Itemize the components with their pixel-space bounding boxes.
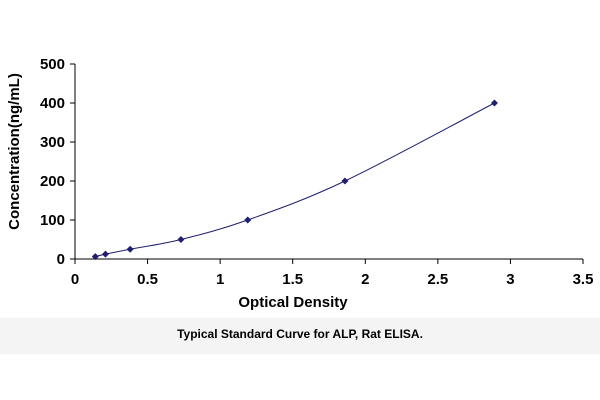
x-tick-label: 3 <box>506 271 514 288</box>
x-tick-label: 0.5 <box>137 271 158 288</box>
x-axis-title: Optical Density <box>238 294 348 311</box>
data-point-marker <box>91 253 99 261</box>
y-tick-label: 400 <box>40 95 65 112</box>
y-tick-label: 200 <box>40 173 65 190</box>
y-tick-label: 100 <box>40 212 65 229</box>
data-point-marker <box>177 236 185 243</box>
y-tick-label: 500 <box>40 56 65 73</box>
x-tick-label: 0 <box>71 271 79 288</box>
data-point-marker <box>244 216 252 224</box>
y-tick-label: 300 <box>40 134 65 151</box>
x-tick-label: 1 <box>216 271 224 288</box>
trend-curve <box>95 102 495 258</box>
y-tick-label: 0 <box>57 251 65 268</box>
y-axis-title: Concentration(ng/mL) <box>6 73 23 230</box>
data-point-marker <box>341 177 349 185</box>
data-point-marker <box>126 245 134 253</box>
chart-caption: Typical Standard Curve for ALP, Rat ELIS… <box>177 327 423 341</box>
caption-band <box>0 318 600 354</box>
x-tick-label: 1.5 <box>282 271 303 288</box>
x-tick-label: 2.5 <box>427 271 448 288</box>
x-tick-label: 2 <box>361 271 369 288</box>
data-point-marker <box>490 99 498 107</box>
x-tick-label: 3.5 <box>573 271 594 288</box>
data-point-marker <box>101 250 109 258</box>
